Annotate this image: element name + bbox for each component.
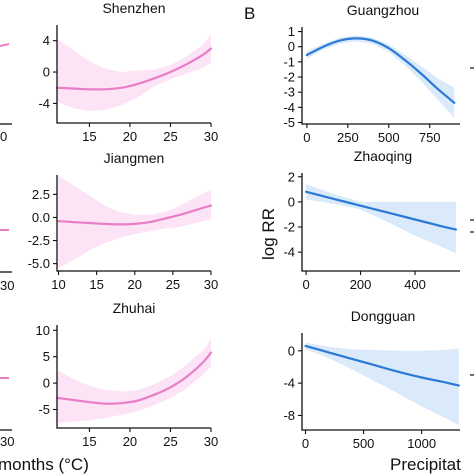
confidence-band (58, 175, 211, 269)
x-tick-label: 30 (204, 277, 218, 292)
y-tick-label: -1 (283, 54, 295, 69)
confidence-band (57, 34, 211, 112)
y-tick-label: -4 (38, 96, 50, 111)
x-tick-label: 250 (337, 130, 359, 145)
chart-title: Zhuhai (113, 300, 156, 316)
chart-panel-dongguan: 0 -4 -8 0 500 1000 Dongguan (283, 308, 460, 451)
cropped-tick: 30 (0, 434, 14, 449)
left-x-axis-label: months (°C) (0, 455, 89, 474)
y-tick-label: -2 (283, 220, 295, 235)
y-tick-label: 2 (288, 169, 295, 184)
series-line (304, 344, 460, 387)
panel-b-letter: B (244, 4, 255, 23)
x-tick-label: 1000 (407, 436, 436, 451)
cropped-tick: 0 (0, 129, 7, 144)
y-tick-label: 2.5 (32, 187, 50, 202)
right-x-axis-label: Precipitat (390, 455, 461, 474)
x-tick-label: 10 (51, 277, 65, 292)
x-tick-label: 200 (350, 277, 372, 292)
x-tick-label: 20 (123, 434, 137, 449)
x-tick-label: 0 (302, 436, 309, 451)
cropped-left-stubs: 0 30 30 (0, 43, 14, 449)
x-tick-label: 400 (404, 277, 426, 292)
y-tick-label: 0.0 (32, 210, 50, 225)
confidence-band (57, 339, 211, 423)
x-tick-label: 20 (128, 277, 142, 292)
series-line (55, 47, 213, 91)
y-tick-label: 0 (288, 39, 295, 54)
y-tick-label: 10 (36, 323, 50, 338)
series-line (305, 37, 456, 104)
y-tick-label: -2 (283, 70, 295, 85)
chart-panel-zhuhai: 10 5 0 -5 15 20 25 30 Zhuhai (36, 300, 219, 449)
x-tick-label: 750 (419, 130, 441, 145)
x-tick-label: 15 (82, 434, 96, 449)
y-tick-label: -4 (283, 376, 295, 391)
confidence-band (306, 184, 456, 254)
x-tick-label: 25 (166, 277, 180, 292)
chart-title: Zhaoqing (354, 148, 412, 164)
x-tick-label: 15 (82, 129, 96, 144)
y-tick-label: -4 (283, 100, 295, 115)
y-tick-label: -5 (283, 115, 295, 130)
y-tick-label: -3 (283, 85, 295, 100)
confidence-band (306, 35, 455, 118)
right-y-axis-label: log RR (259, 208, 278, 260)
cropped-right-stubs (470, 67, 474, 376)
x-tick-label: 20 (123, 129, 137, 144)
x-tick-label: 30 (204, 434, 218, 449)
chart-panel-shenzhen: 4 0 -4 15 20 25 30 Shenzhen (38, 0, 218, 144)
chart-title: Dongguan (351, 308, 416, 324)
x-tick-label: 0 (303, 130, 310, 145)
y-tick-label: -5 (38, 402, 50, 417)
y-tick-label: 4 (43, 33, 50, 48)
y-tick-label: 1 (288, 24, 295, 39)
x-tick-label: 0 (302, 277, 309, 292)
y-tick-label: 5 (43, 349, 50, 364)
chart-title: Shenzhen (102, 0, 165, 16)
y-tick-label: 0 (288, 343, 295, 358)
chart-panel-zhaoqing: 2 0 -2 -4 0 200 400 Zhaoqing (283, 148, 460, 292)
y-tick-label: -8 (283, 408, 295, 423)
x-tick-label: 500 (353, 436, 375, 451)
series-line (57, 204, 213, 226)
y-tick-label: 0 (288, 194, 295, 209)
y-tick-label: 0 (43, 65, 50, 80)
chart-title: Jiangmen (104, 150, 165, 166)
cropped-tick: 30 (0, 278, 14, 293)
y-tick-label: -2.5 (28, 233, 50, 248)
x-tick-label: 25 (163, 434, 177, 449)
series-line (305, 190, 457, 231)
y-tick-label: -5.0 (28, 256, 50, 271)
x-tick-label: 15 (89, 277, 103, 292)
chart-title: Guangzhou (347, 2, 419, 18)
series-line (55, 351, 213, 405)
y-tick-label: 0 (43, 376, 50, 391)
x-tick-label: 500 (378, 130, 400, 145)
y-tick-label: -4 (283, 245, 295, 260)
chart-panel-jiangmen: 2.5 0.0 -2.5 -5.010 15 20 25 30 Jiangmen (28, 150, 219, 292)
confidence-band (305, 342, 459, 426)
x-tick-label: 30 (204, 129, 218, 144)
x-tick-label: 25 (163, 129, 177, 144)
